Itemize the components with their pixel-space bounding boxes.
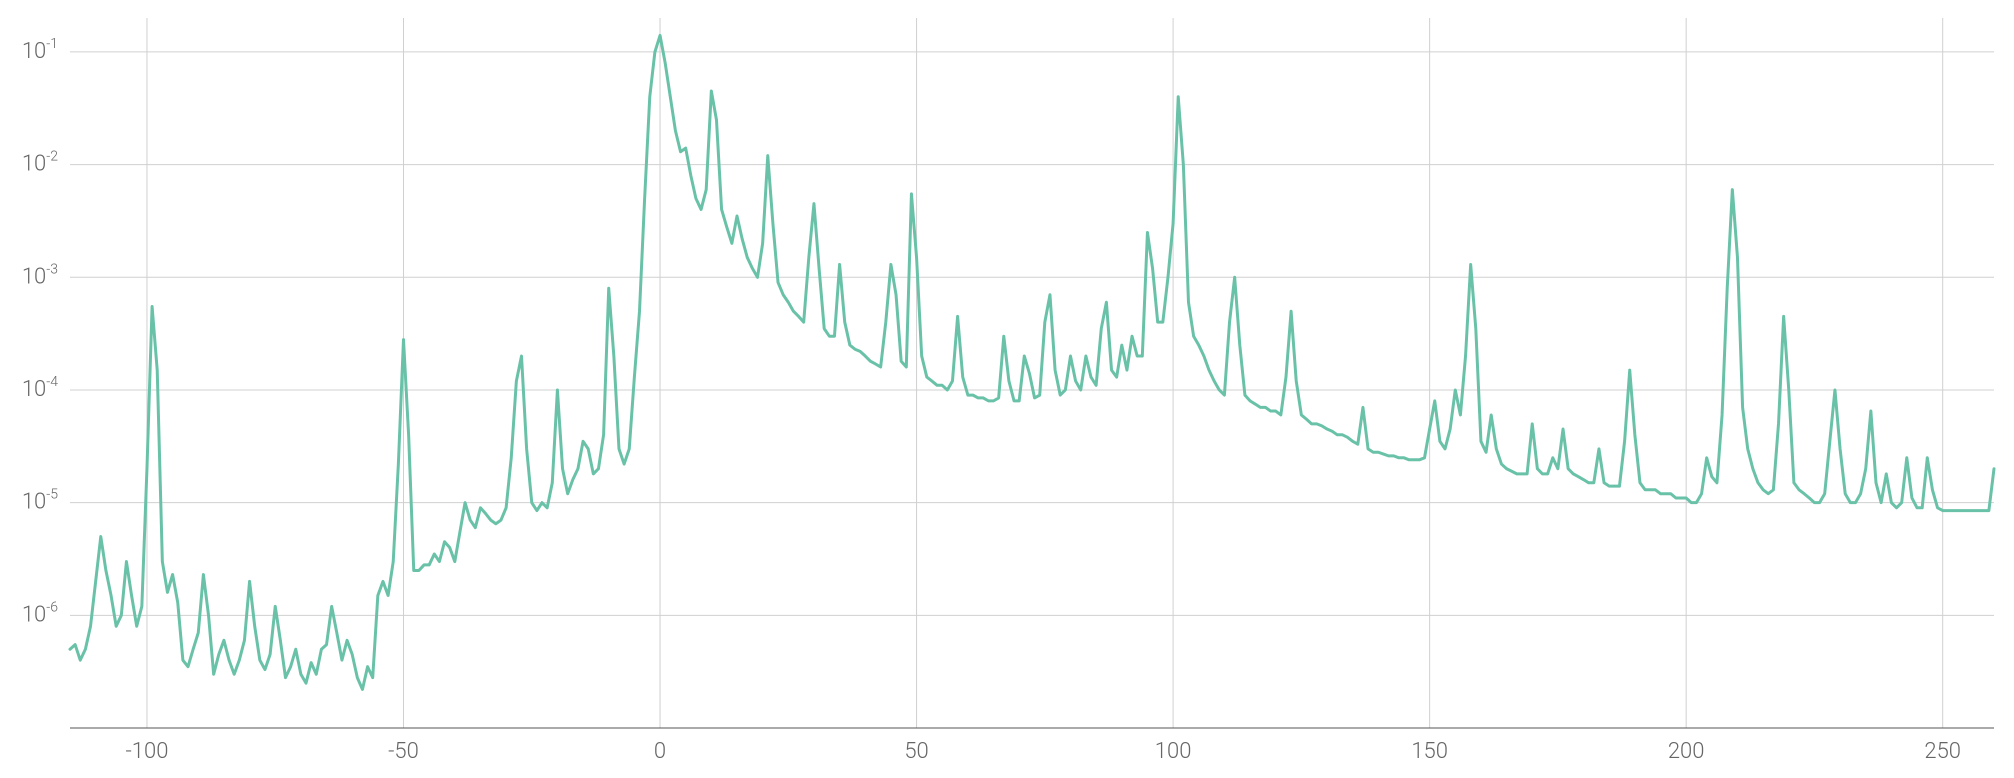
line-chart: -100-5005010015020025010-610-510-410-310… xyxy=(0,0,2014,778)
chart-svg: -100-5005010015020025010-610-510-410-310… xyxy=(0,0,2014,778)
x-tick-label: 250 xyxy=(1924,739,1961,764)
x-tick-label: -50 xyxy=(388,739,419,764)
x-tick-label: 50 xyxy=(904,739,928,764)
x-tick-label: 150 xyxy=(1411,739,1448,764)
x-tick-label: 100 xyxy=(1155,739,1192,764)
x-tick-label: 0 xyxy=(654,739,666,764)
chart-background xyxy=(0,0,2014,778)
x-tick-label: 200 xyxy=(1668,739,1705,764)
x-tick-label: -100 xyxy=(125,739,168,764)
